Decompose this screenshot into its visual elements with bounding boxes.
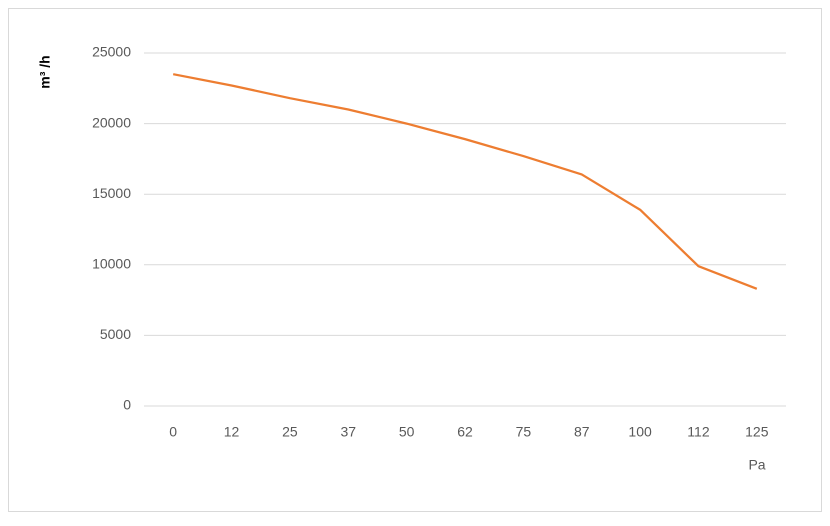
x-tick-label: 112 xyxy=(687,424,710,440)
x-tick-label: 50 xyxy=(399,424,415,440)
y-tick-label: 25000 xyxy=(92,44,131,60)
x-tick-label: 37 xyxy=(340,424,356,440)
x-tick-label: 25 xyxy=(282,424,298,440)
y-tick-label: 15000 xyxy=(92,185,131,201)
x-tick-label: 87 xyxy=(574,424,590,440)
y-tick-label: 5000 xyxy=(100,326,131,342)
data-line xyxy=(172,73,758,290)
y-tick-label: 20000 xyxy=(92,114,131,130)
y-tick-label: 10000 xyxy=(92,256,131,272)
x-tick-label: 75 xyxy=(516,424,532,440)
x-tick-label: 62 xyxy=(457,424,473,440)
x-tick-label: 12 xyxy=(224,424,240,440)
x-axis-label: Pa xyxy=(748,457,765,473)
y-tick-label: 0 xyxy=(123,397,131,413)
chart-frame xyxy=(8,8,822,512)
y-axis-label: m³ /h xyxy=(37,55,53,88)
x-tick-label: 0 xyxy=(169,424,177,440)
x-tick-label: 125 xyxy=(745,424,769,440)
x-tick-label: 100 xyxy=(628,424,652,440)
